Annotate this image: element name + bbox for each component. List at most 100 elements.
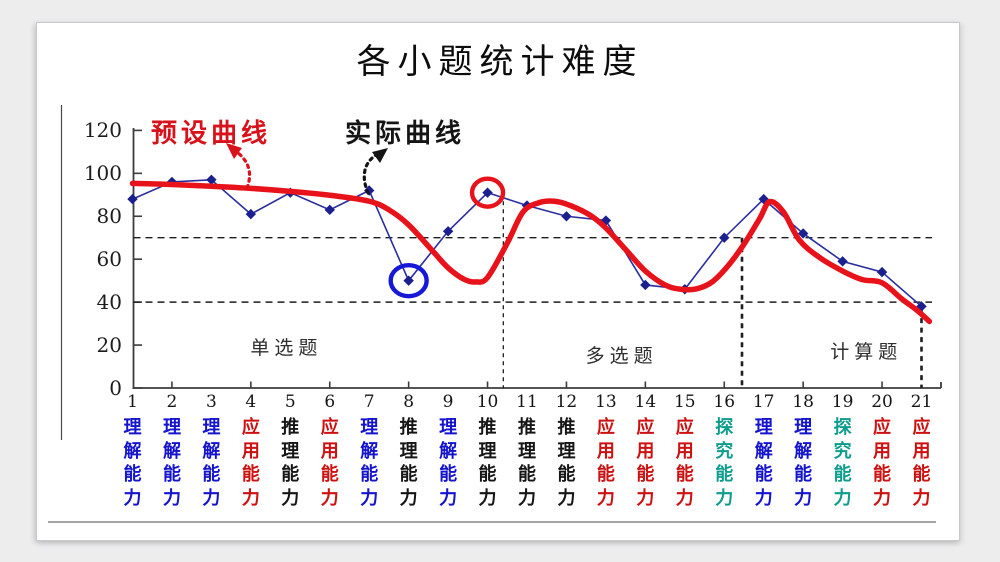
- ability-char: 理: [518, 440, 536, 462]
- x-label-group-q8: 8 推理能力: [394, 394, 424, 510]
- ability-char: 能: [557, 464, 576, 485]
- ability-char: 解: [360, 440, 379, 462]
- ability-char: 力: [123, 487, 142, 509]
- x-label-group-q15: 15 应用能力: [670, 394, 700, 510]
- ability-char: 能: [439, 464, 458, 485]
- x-label-group-q14: 14 应用能力: [630, 394, 660, 510]
- ability-char: 理: [281, 440, 300, 462]
- ability-char: 解: [162, 440, 181, 462]
- question-number: 11: [516, 392, 538, 412]
- question-number: 1: [127, 392, 138, 412]
- ability-char: 理: [794, 417, 813, 438]
- question-number: 17: [752, 392, 775, 412]
- question-number: 14: [634, 392, 657, 412]
- ability-char: 应: [636, 417, 655, 438]
- x-label-group-q10: 10 推理能力: [473, 394, 503, 510]
- ability-char: 力: [715, 487, 734, 509]
- ability-char: 理: [123, 417, 142, 438]
- ability-char: 能: [596, 464, 615, 485]
- ability-char: 探: [715, 417, 734, 438]
- ability-char: 能: [360, 464, 379, 485]
- ability-char: 能: [399, 464, 418, 485]
- x-label-group-q12: 12 推理能力: [551, 394, 581, 510]
- y-tick-label-80: 80: [96, 204, 122, 229]
- question-number: 15: [673, 392, 696, 412]
- ability-char: 推: [518, 417, 536, 438]
- x-label-group-q11: 11 推理能力: [512, 394, 542, 510]
- ability-char: 能: [123, 464, 142, 485]
- ability-char: 用: [241, 440, 260, 462]
- ability-char: 解: [794, 440, 813, 462]
- ability-char: 能: [320, 464, 339, 485]
- x-label-group-q5: 5 推理能力: [275, 394, 305, 510]
- y-tick-label-120: 120: [83, 118, 122, 143]
- ability-char: 用: [912, 440, 931, 462]
- question-number: 7: [363, 392, 375, 412]
- ability-char: 力: [478, 487, 497, 509]
- ability-char: 用: [636, 440, 655, 462]
- x-label-group-q4: 4 应用能力: [236, 394, 266, 510]
- ability-char: 应: [873, 417, 892, 438]
- question-number: 9: [442, 392, 454, 412]
- ability-char: 理: [202, 417, 221, 438]
- ability-char: 力: [794, 487, 813, 509]
- ability-char: 力: [873, 487, 892, 509]
- x-label-group-q17: 17 理解能力: [749, 394, 779, 510]
- x-label-group-q13: 13 应用能力: [591, 394, 621, 510]
- question-number: 16: [713, 392, 736, 412]
- ability-char: 力: [399, 487, 418, 509]
- ability-char: 能: [281, 464, 300, 485]
- x-label-group-q7: 7 理解能力: [354, 394, 384, 510]
- ability-char: 力: [675, 487, 694, 509]
- ability-char: 用: [873, 440, 892, 462]
- question-number: 10: [476, 392, 499, 412]
- ability-char: 力: [912, 487, 931, 509]
- legend-actual-curve: 实际曲线: [345, 119, 466, 149]
- ability-char: 力: [557, 487, 576, 509]
- section-label-单选题: 单选题: [250, 336, 323, 359]
- ability-char: 应: [596, 417, 615, 438]
- ability-char: 能: [873, 464, 892, 485]
- ability-char: 探: [833, 417, 852, 438]
- ability-char: 力: [162, 487, 181, 509]
- ability-char: 推: [478, 417, 497, 438]
- ability-char: 理: [360, 417, 379, 438]
- ability-char: 理: [439, 417, 458, 438]
- ability-char: 能: [715, 464, 734, 485]
- y-tick-label-100: 100: [83, 161, 122, 186]
- ability-char: 力: [596, 487, 615, 509]
- ability-char: 应: [912, 417, 931, 438]
- ability-char: 理: [754, 417, 773, 438]
- ability-char: 解: [123, 440, 142, 462]
- question-number: 8: [403, 392, 415, 412]
- chart-title: 各小题统计难度: [356, 42, 644, 82]
- x-label-group-q9: 9 理解能力: [433, 394, 463, 510]
- question-number: 6: [324, 392, 336, 412]
- ability-char: 究: [833, 440, 852, 462]
- ability-char: 推: [281, 417, 300, 438]
- question-number: 19: [831, 392, 854, 412]
- legend-preset-curve: 预设曲线: [151, 119, 272, 149]
- ability-char: 推: [557, 417, 576, 438]
- ability-char: 理: [557, 440, 576, 462]
- x-label-group-q1: 1 理解能力: [118, 394, 148, 510]
- question-number: 13: [595, 392, 617, 412]
- x-label-group-q3: 3 理解能力: [196, 394, 226, 510]
- ability-char: 用: [596, 440, 615, 462]
- ability-char: 力: [320, 487, 339, 509]
- question-number: 3: [205, 392, 217, 412]
- ability-char: 能: [162, 464, 181, 485]
- ability-char: 力: [439, 487, 458, 509]
- question-number: 5: [284, 392, 296, 412]
- x-label-group-q2: 2 理解能力: [157, 394, 187, 510]
- ability-char: 解: [754, 440, 773, 462]
- ability-char: 能: [833, 464, 852, 485]
- ability-char: 能: [794, 464, 813, 485]
- ability-char: 用: [320, 440, 339, 462]
- ability-char: 能: [241, 464, 260, 485]
- ability-char: 解: [202, 440, 221, 462]
- question-number: 20: [871, 392, 893, 412]
- ability-char: 力: [360, 487, 379, 509]
- x-label-group-q16: 16 探究能力: [709, 394, 739, 510]
- section-label-计算题: 计算题: [830, 341, 903, 364]
